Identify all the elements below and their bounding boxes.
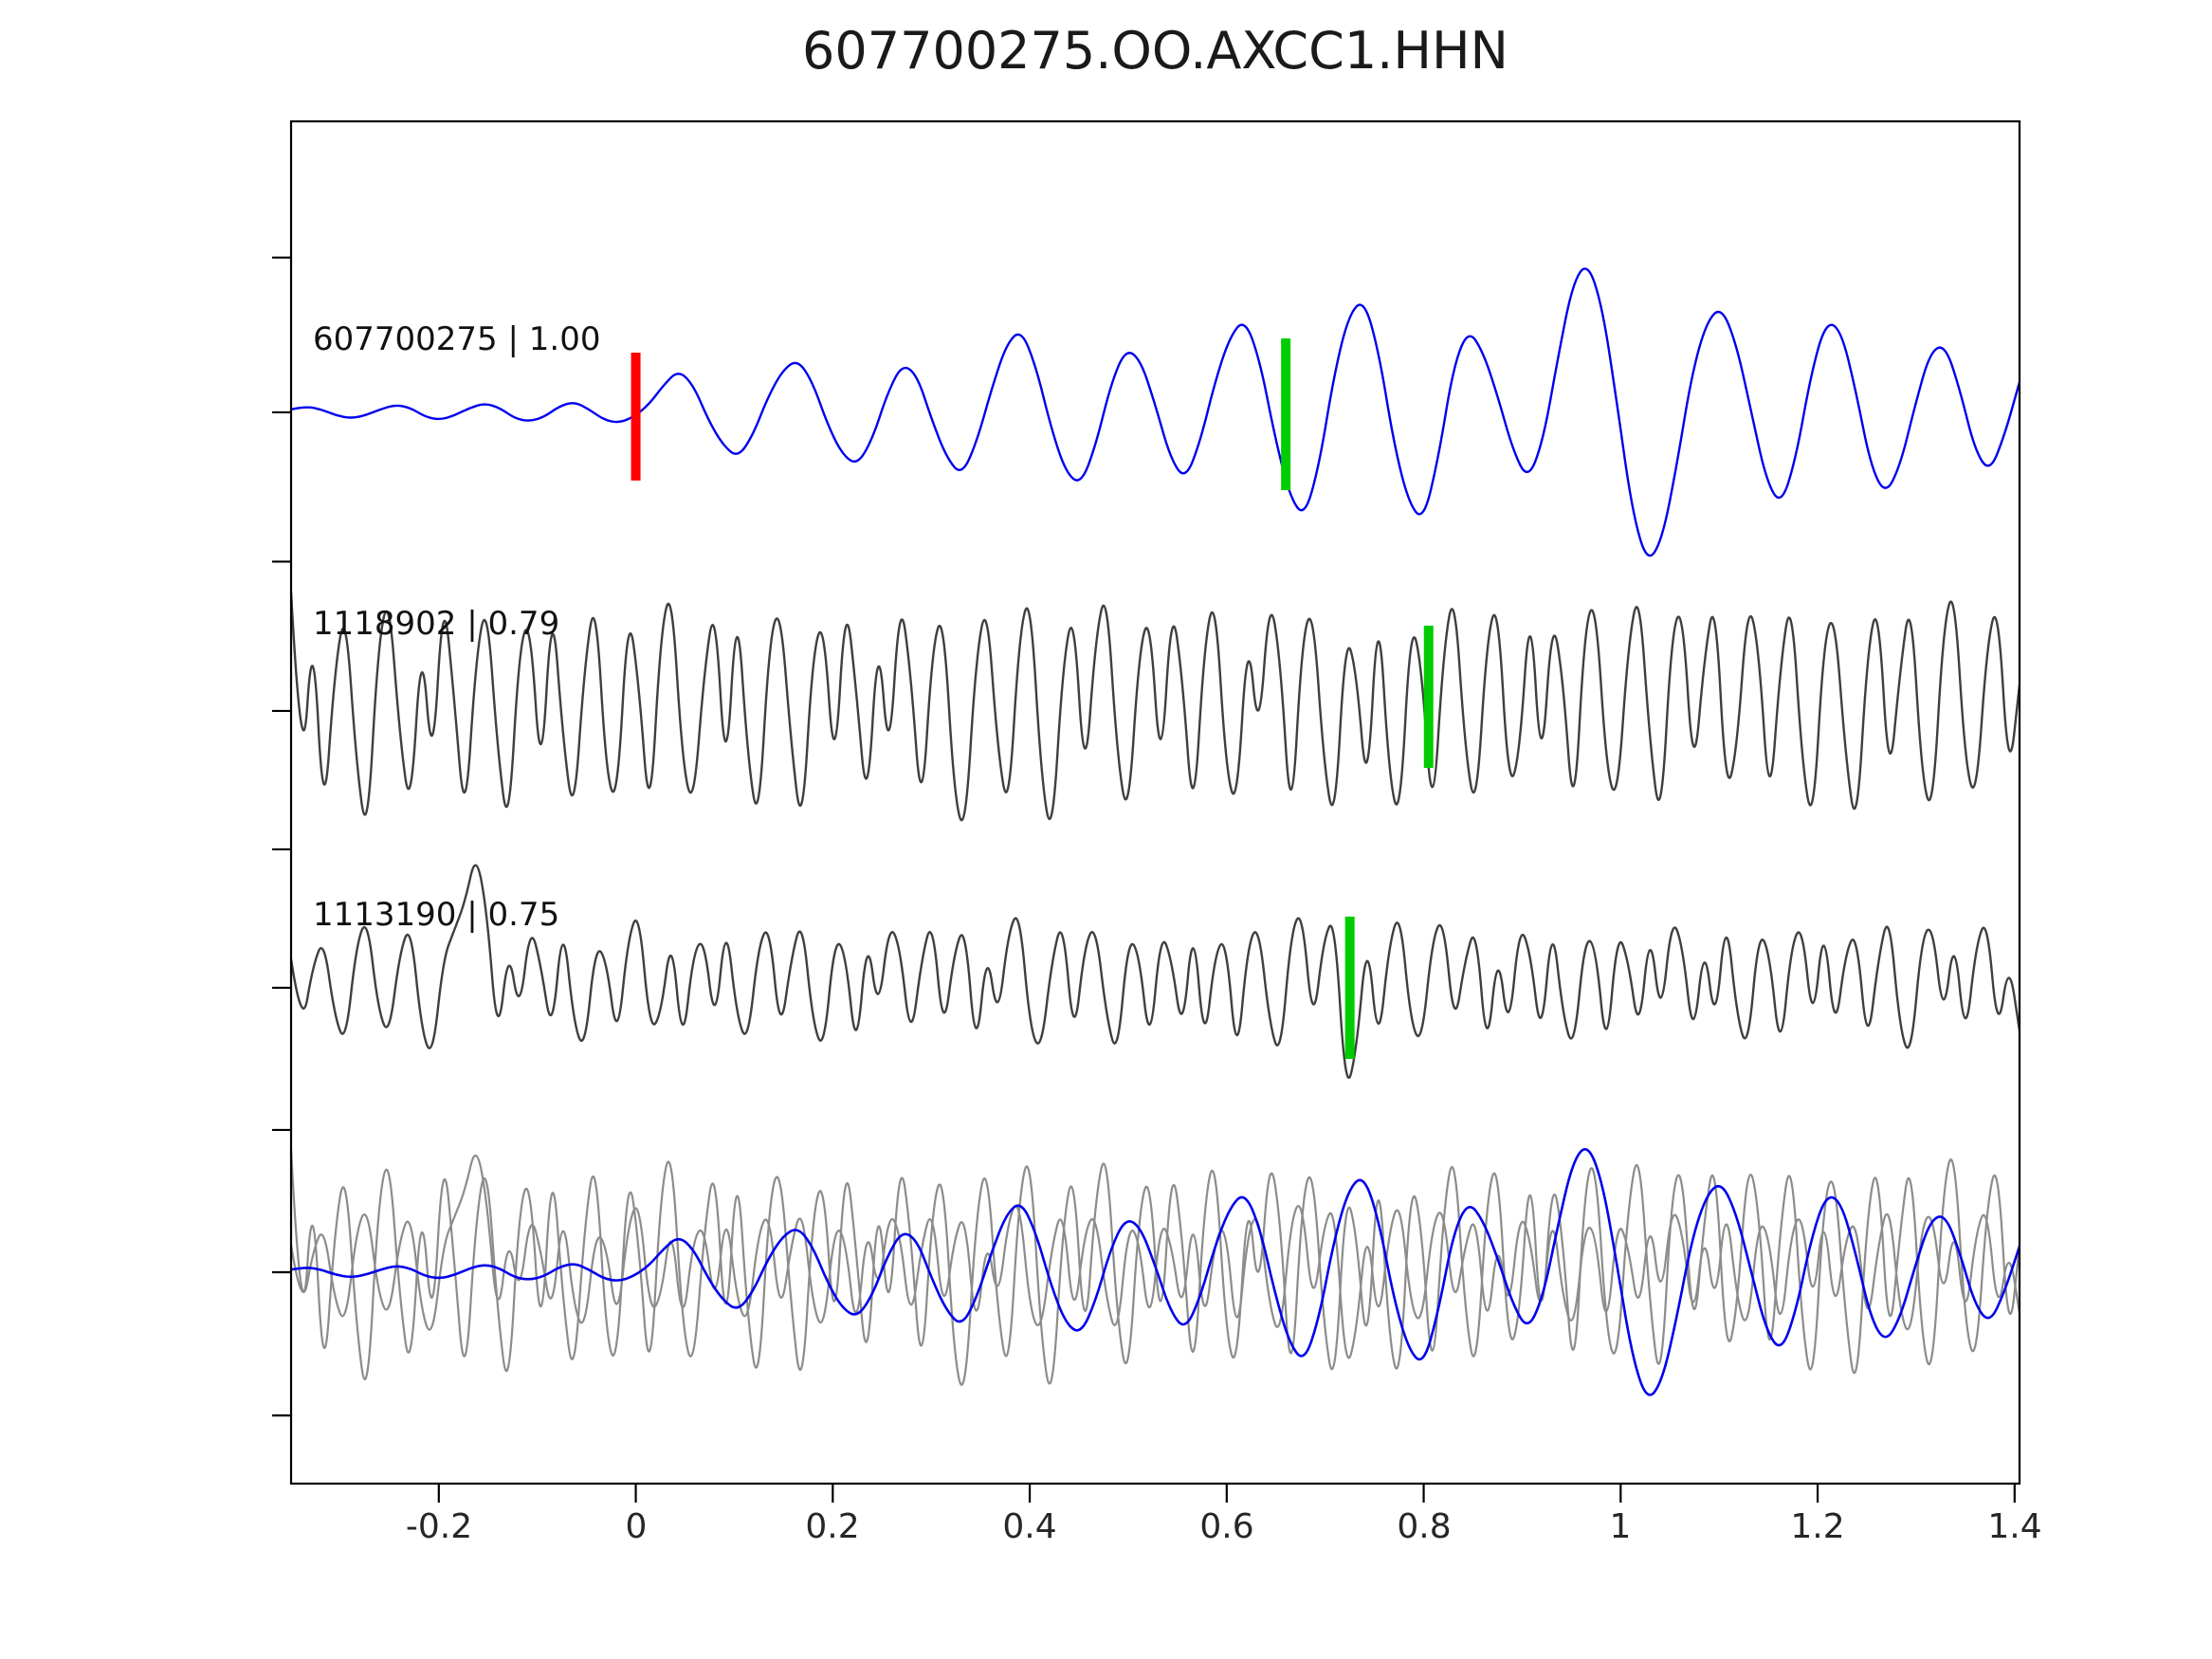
x-tick-label: -0.2 <box>406 1507 472 1546</box>
overlay-gray-line-1118902 <box>291 1149 2020 1386</box>
x-tick-label: 0.2 <box>805 1507 859 1546</box>
trace-line-1118902 <box>291 592 2020 822</box>
trace-label-candidate-2: 1113190 | 0.75 <box>313 896 559 934</box>
chart-title: 607700275.OO.AXCC1.HHN <box>802 21 1508 81</box>
axes-layer: -0.2 0 0.2 0.4 0.6 0.8 1 1.2 1.4 6077002… <box>289 119 2042 1546</box>
x-tick-label: 1.4 <box>1987 1507 2041 1546</box>
overlay-template-line <box>291 1148 2020 1396</box>
x-tick-label: 0 <box>626 1507 648 1546</box>
trace-line-607700275 <box>291 267 2020 557</box>
traces-layer <box>291 267 2020 1396</box>
trace-line-1113190 <box>291 864 2020 1080</box>
x-tick-label: 1.2 <box>1790 1507 1844 1546</box>
trace-label-candidate-1: 1118902 | 0.79 <box>313 605 559 643</box>
trace-label-template: 607700275 | 1.00 <box>313 320 600 358</box>
x-tick-label: 0.8 <box>1397 1507 1451 1546</box>
overlay-gray-line-1113190 <box>291 1154 2020 1359</box>
plot-area <box>289 119 2021 1486</box>
x-tick-label: 1 <box>1610 1507 1632 1546</box>
x-tick-label: 0.6 <box>1199 1507 1253 1546</box>
x-tick-label: 0.4 <box>1002 1507 1056 1546</box>
